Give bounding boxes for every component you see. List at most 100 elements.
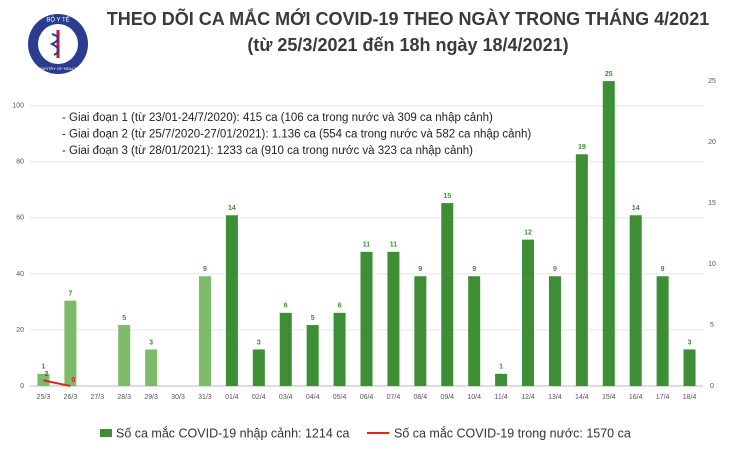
- x-tick-label: 06/4: [360, 394, 374, 401]
- bar-value-label: 11: [363, 242, 371, 249]
- bar-value-label: 9: [553, 266, 557, 273]
- bar-value-label: 11: [390, 242, 398, 249]
- x-tick-label: 15/4: [602, 394, 616, 401]
- x-tick-label: 14/4: [575, 394, 589, 401]
- bar-value-label: 6: [338, 303, 342, 310]
- line: [43, 379, 71, 387]
- x-tick-label: 01/4: [225, 394, 239, 401]
- annotation: - Giai đoạn 3 (từ 28/01/2021): 1233 ca (…: [62, 145, 473, 157]
- legend-label: Số ca mắc COVID-19 nhập cảnh: 1214 ca: [116, 425, 350, 440]
- x-tick-label: 03/4: [279, 394, 293, 401]
- bar: [37, 373, 50, 386]
- bar-value-label: 9: [661, 266, 665, 273]
- bar-value-label: 1: [499, 364, 503, 371]
- bar: [441, 203, 454, 386]
- y-tick-label: 100: [12, 103, 24, 110]
- annotation: - Giai đoạn 2 (từ 25/7/2020-27/01/2021):…: [62, 129, 531, 141]
- x-tick-label: 11/4: [495, 394, 508, 401]
- y2-tick-label: 20: [708, 139, 716, 146]
- bar-value-label: 3: [149, 339, 153, 346]
- logo-staff: [56, 30, 60, 58]
- bar: [252, 349, 265, 386]
- bar-value-label: 5: [122, 315, 126, 322]
- bar-value-label: 9: [472, 266, 476, 273]
- bar-value-label: 9: [203, 266, 207, 273]
- y-tick-label: 20: [16, 327, 24, 334]
- x-tick-label: 26/3: [64, 394, 78, 401]
- bar-value-label: 3: [688, 339, 692, 346]
- y2-tick-label: 10: [708, 261, 716, 268]
- bar: [64, 300, 77, 386]
- bar: [414, 276, 427, 386]
- bar: [602, 81, 615, 387]
- logo-snake: [49, 33, 60, 56]
- annotation: - Giai đoạn 1 (từ 23/01-24/7/2020): 415 …: [62, 112, 493, 124]
- bar: [656, 276, 669, 386]
- bar: [360, 251, 373, 386]
- bar: [575, 154, 588, 386]
- x-tick-label: 25/3: [37, 394, 51, 401]
- y-tick-label: 40: [16, 271, 24, 278]
- x-tick-label: 27/3: [90, 394, 104, 401]
- bar-value-label: 12: [524, 229, 532, 236]
- x-tick-label: 17/4: [656, 394, 670, 401]
- bar: [145, 349, 158, 386]
- x-tick-label: 13/4: [548, 394, 562, 401]
- x-tick-label: 08/4: [414, 394, 428, 401]
- bar: [306, 325, 319, 386]
- x-tick-label: 29/3: [144, 394, 158, 401]
- logo-top: BỘ Y TẾ: [46, 17, 69, 24]
- x-tick-label: 07/4: [387, 394, 401, 401]
- bar-value-label: 1: [42, 364, 46, 371]
- bar: [118, 325, 131, 386]
- line-value-label: 0: [71, 377, 75, 384]
- bar: [198, 276, 211, 386]
- bar-value-label: 14: [632, 205, 640, 212]
- bar-value-label: 14: [228, 205, 236, 212]
- bar: [522, 239, 535, 386]
- logo-bottom: MINISTRY OF HEALTH: [37, 66, 79, 71]
- x-tick-label: 04/4: [306, 394, 320, 401]
- bar: [548, 276, 561, 386]
- x-tick-label: 12/4: [521, 394, 535, 401]
- bar-value-label: 15: [443, 193, 451, 200]
- bar-value-label: 7: [68, 290, 72, 297]
- bar: [683, 349, 696, 386]
- bar: [495, 373, 508, 386]
- y-tick-label: 80: [16, 159, 24, 166]
- x-tick-label: 28/3: [117, 394, 131, 401]
- y2-tick-label: 5: [710, 322, 714, 329]
- y2-tick-label: 25: [708, 78, 716, 85]
- x-tick-label: 18/4: [683, 394, 697, 401]
- x-tick-label: 10/4: [467, 394, 481, 401]
- y-tick-label: 60: [16, 215, 24, 222]
- x-tick-label: 05/4: [333, 394, 347, 401]
- bar-value-label: 9: [418, 266, 422, 273]
- logo: BỘ Y TẾ MINISTRY OF HEALTH: [28, 14, 88, 74]
- bar-value-label: 5: [311, 315, 315, 322]
- bar-value-label: 25: [605, 71, 613, 78]
- bar-value-label: 3: [257, 339, 261, 346]
- x-tick-label: 30/3: [171, 394, 185, 401]
- line-value-label: 2: [45, 371, 49, 378]
- bar: [468, 276, 481, 386]
- y2-tick-label: 0: [710, 383, 714, 390]
- chart-subtitle: (từ 25/3/2021 đến 18h ngày 18/4/2021): [247, 35, 568, 55]
- x-tick-label: 16/4: [629, 394, 643, 401]
- bar: [279, 312, 292, 386]
- bar: [225, 215, 238, 386]
- bar: [333, 312, 346, 386]
- bar-value-label: 6: [284, 303, 288, 310]
- x-tick-label: 31/3: [198, 394, 212, 401]
- chart-title: THEO DÕI CA MẮC MỚI COVID-19 THEO NGÀY T…: [107, 8, 709, 29]
- y2-tick-label: 15: [708, 200, 716, 207]
- legend-swatch: [100, 429, 112, 437]
- bar: [629, 215, 642, 386]
- legend-label: Số ca mắc COVID-19 trong nước: 1570 ca: [394, 425, 631, 440]
- bar: [387, 251, 400, 386]
- bar-value-label: 19: [578, 144, 586, 151]
- y-tick-label: 0: [20, 383, 24, 390]
- x-tick-label: 09/4: [440, 394, 454, 401]
- x-tick-label: 02/4: [252, 394, 266, 401]
